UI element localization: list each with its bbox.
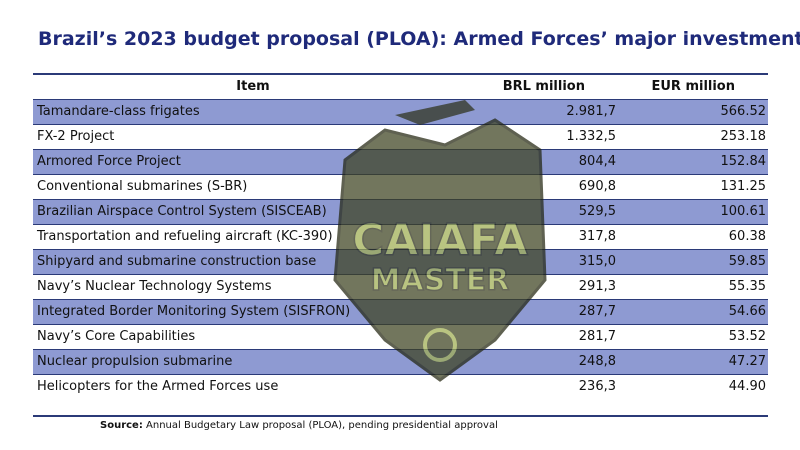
table-cell: Nuclear propulsion submarine [37,354,233,369]
table-cell: 315,0 [578,254,616,269]
table-cell: 59.85 [728,254,766,269]
table-row: Integrated Border Monitoring System (SIS… [33,300,768,325]
table-cell: 2.981,7 [566,104,616,119]
source-label: Source: [100,420,143,431]
table-row: Transportation and refueling aircraft (K… [33,225,768,250]
table-cell: 253.18 [720,129,767,144]
table-cell: 55.35 [728,279,766,294]
table-row: Navy’s Core Capabilities 281,7 53.52 [33,325,768,350]
table-cell: 60.38 [728,229,766,244]
table-cell: 566.52 [720,104,767,119]
table-cell: Shipyard and submarine construction base [37,254,317,269]
table-cell: 291,3 [578,279,616,294]
column-header: Item [236,79,270,94]
table-cell: 53.52 [728,329,766,344]
table-cell: 690,8 [578,179,616,194]
table-cell: 54.66 [728,304,766,319]
table-row: Helicopters for the Armed Forces use 236,… [33,375,768,399]
table-cell: 47.27 [728,354,766,369]
table-row: Conventional submarines (S-BR) 690,8 131.2… [33,175,768,200]
table-cell: Conventional submarines (S-BR) [37,179,248,194]
table-cell: 804,4 [578,154,616,169]
table-cell: Armored Force Project [37,154,181,169]
table-cell: 236,3 [578,379,616,394]
table-cell: 1.332,5 [566,129,616,144]
source: Source: Annual Budgetary Law proposal (P… [100,420,498,431]
table-cell: Navy’s Core Capabilities [37,329,196,344]
table-cell: 287,7 [578,304,616,319]
table-row: Navy’s Nuclear Technology Systems 291,3 55… [33,275,768,300]
table-cell: Integrated Border Monitoring System (SIS… [37,304,351,319]
table-row: Armored Force Project 804,4 152.84 [33,150,768,175]
table-cell: 152.84 [720,154,767,169]
table-row: Shipyard and submarine construction base… [33,250,768,275]
title: Brazil’s 2023 budget proposal (PLOA): Ar… [38,28,800,50]
column-header: EUR million [651,79,735,94]
table-cell: FX-2 Project [37,129,115,144]
table-cell: Brazilian Airspace Control System (SISCE… [37,204,327,219]
table-cell: Navy’s Nuclear Technology Systems [37,279,272,294]
table-cell: 100.61 [720,204,767,219]
table-spacer [33,399,768,415]
table-cell: 317,8 [578,229,616,244]
table-cell: 44.90 [728,379,766,394]
header-row: Item BRL million EUR million [33,75,768,100]
table-row: FX-2 Project 1.332,5 253.18 [33,125,768,150]
table-row: Tamandare-class frigates 2.981,7 566.52 [33,100,768,125]
table-cell: 281,7 [578,329,616,344]
table-cell: 529,5 [578,204,616,219]
table-cell: Transportation and refueling aircraft (K… [37,229,333,244]
column-header: BRL million [502,79,585,94]
table-cell: 131.25 [720,179,767,194]
table-cell: Helicopters for the Armed Forces use [37,379,279,394]
table-cell: 248,8 [578,354,616,369]
source-text: Annual Budgetary Law proposal (PLOA), pe… [146,420,498,431]
table-row: Nuclear propulsion submarine 248,8 47.27 [33,350,768,375]
table: Item BRL million EUR million Tamandare-clas… [33,73,768,417]
table-row: Brazilian Airspace Control System (SISCE… [33,200,768,225]
table-cell: Tamandare-class frigates [37,104,200,119]
